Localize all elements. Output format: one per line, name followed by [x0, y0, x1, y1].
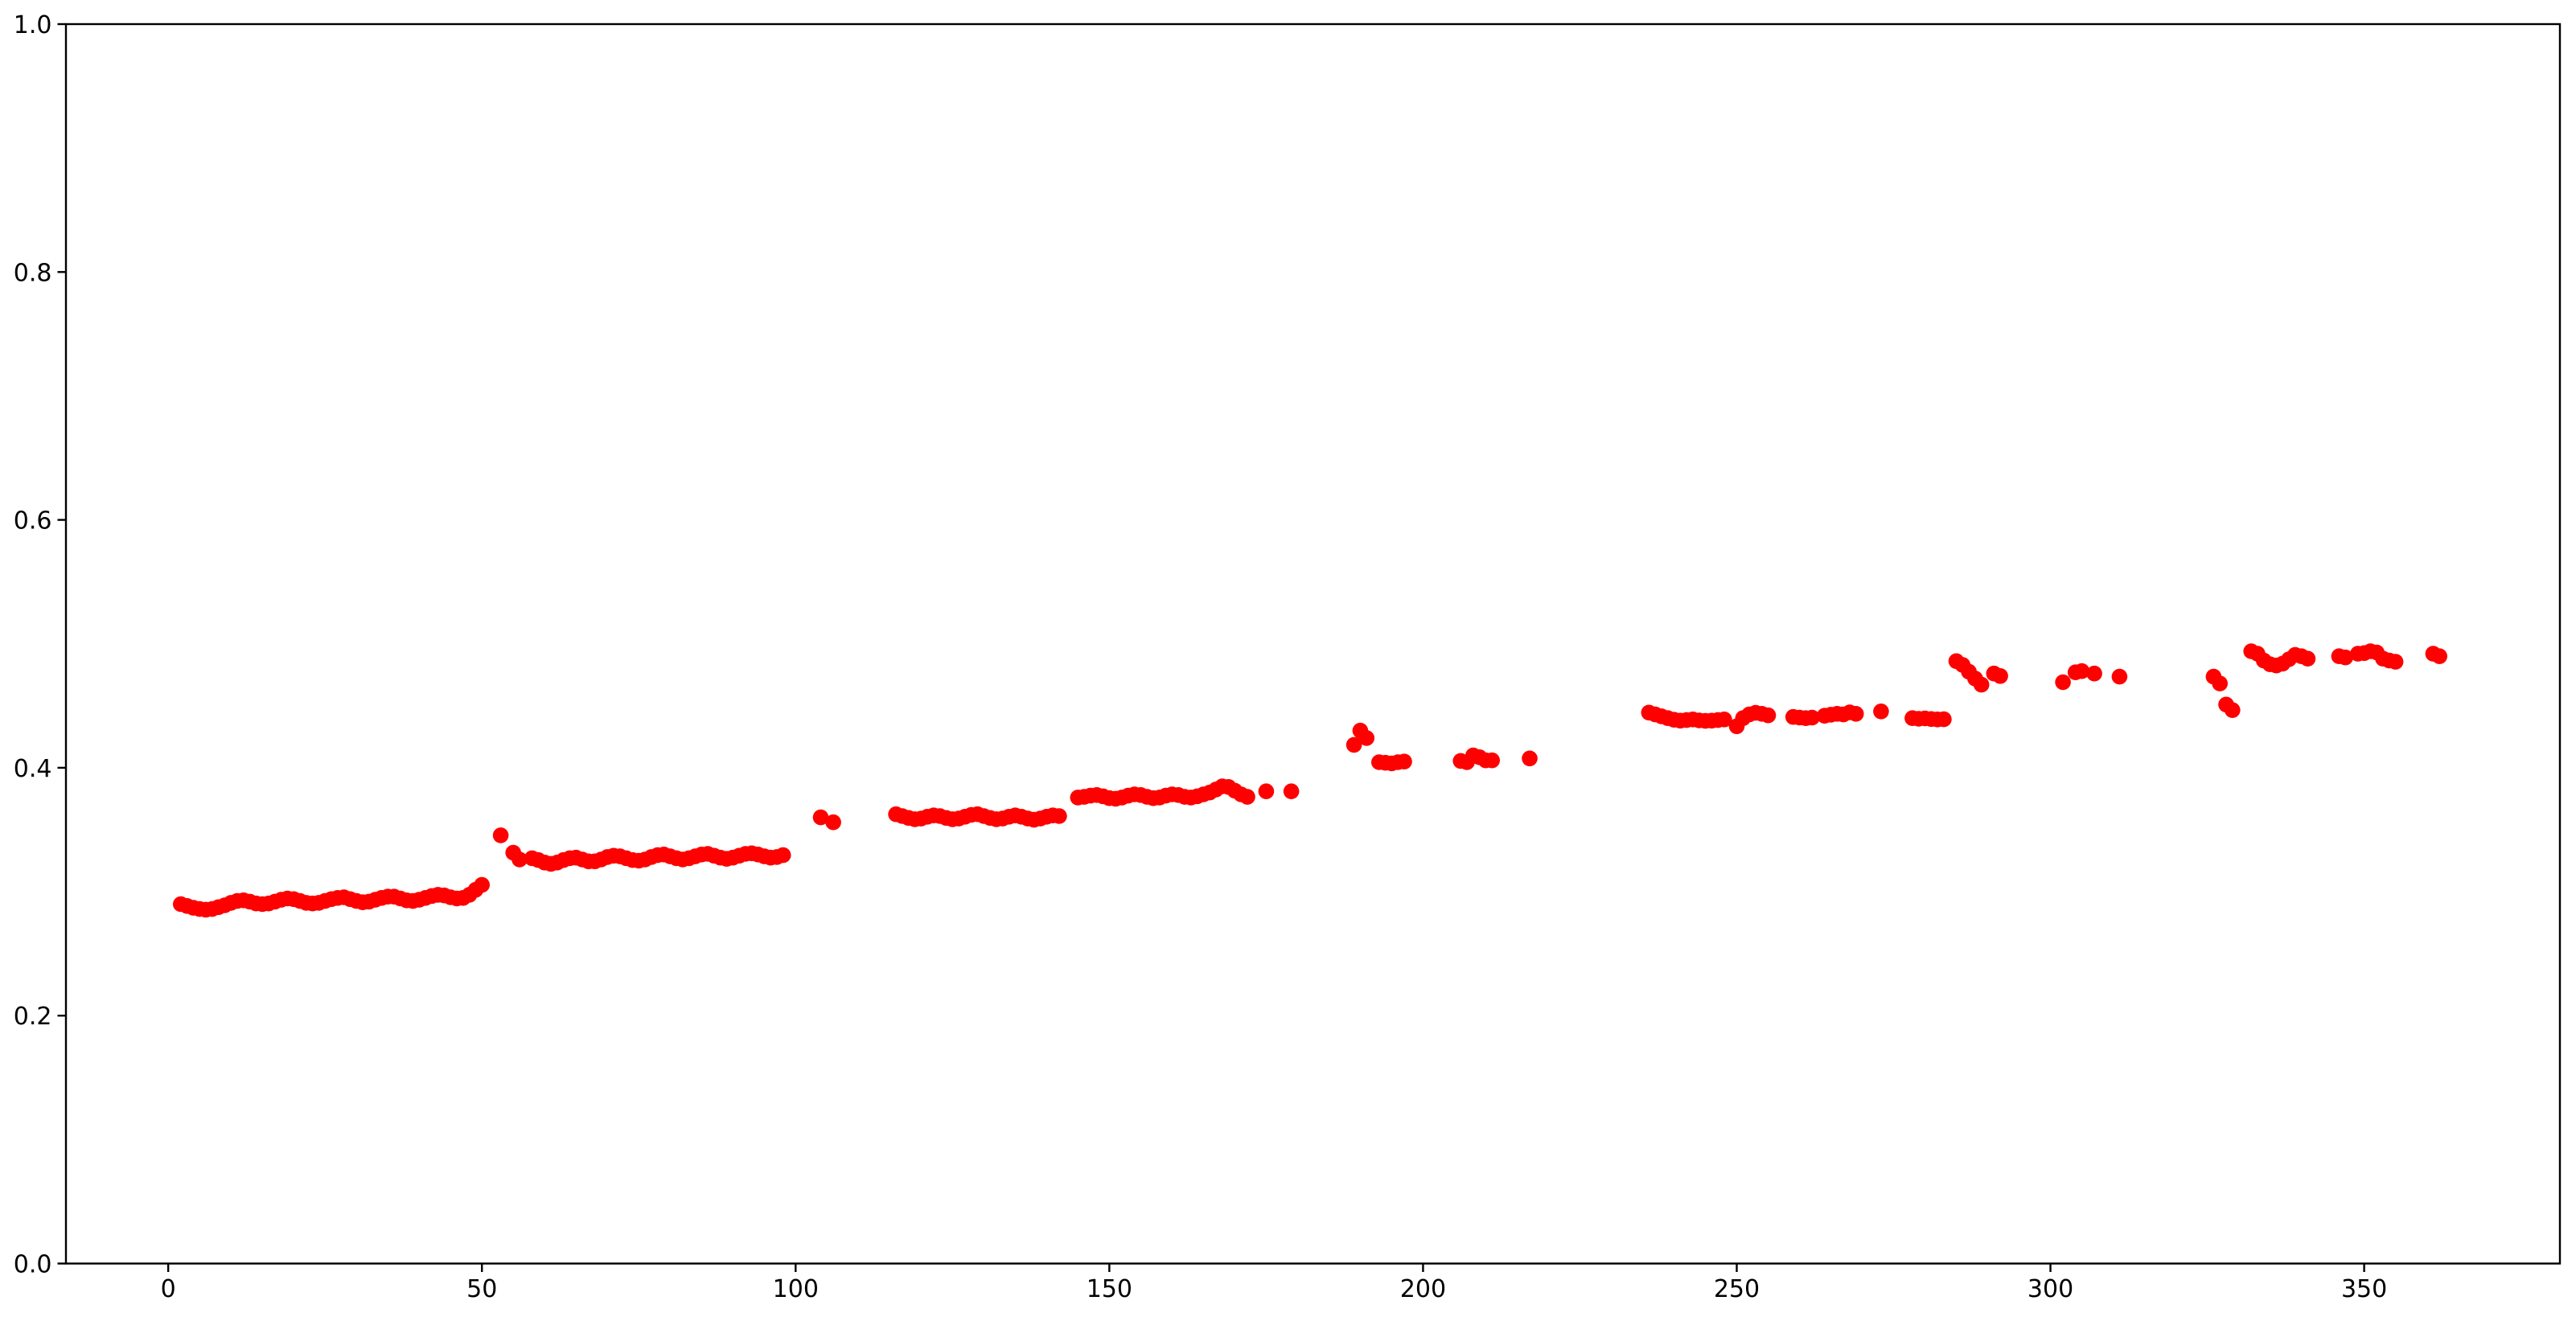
y-tick-label: 0.8 — [14, 259, 52, 287]
data-point — [512, 851, 528, 868]
data-point — [774, 847, 791, 864]
data-point — [1258, 783, 1275, 799]
x-tick-label: 250 — [1714, 1275, 1760, 1303]
data-point — [1522, 750, 1538, 767]
data-point — [1239, 789, 1255, 805]
data-point — [2387, 654, 2404, 670]
y-tick-label: 1.0 — [14, 11, 52, 39]
data-point — [2086, 665, 2102, 682]
x-tick-label: 100 — [773, 1275, 819, 1303]
axes-spines — [64, 23, 2562, 1265]
y-tick-label: 0.2 — [14, 1003, 52, 1031]
data-point — [2111, 668, 2128, 685]
x-tick-label: 0 — [161, 1275, 176, 1303]
data-point — [1873, 704, 1889, 720]
data-point — [2212, 675, 2228, 691]
x-tick-label: 200 — [1400, 1275, 1446, 1303]
data-point — [1051, 808, 1067, 824]
data-point — [1992, 668, 2008, 684]
x-tick-label: 50 — [466, 1275, 497, 1303]
y-tick-label: 0.6 — [14, 507, 52, 535]
plot-area — [66, 24, 2560, 1264]
data-point — [1760, 707, 1777, 724]
data-point — [2073, 663, 2090, 679]
data-point — [474, 876, 490, 893]
data-point — [1358, 730, 1374, 746]
data-point — [1847, 706, 1864, 722]
data-point — [1716, 712, 1732, 728]
data-point — [2299, 650, 2316, 667]
data-point — [812, 809, 829, 826]
data-point — [1396, 753, 1412, 769]
data-point — [2225, 702, 2241, 718]
x-tick-label: 150 — [1087, 1275, 1132, 1303]
x-tick-label: 300 — [2028, 1275, 2073, 1303]
data-point — [1936, 711, 1952, 728]
data-point — [1804, 709, 1820, 726]
data-point — [825, 814, 841, 831]
data-point — [2337, 649, 2353, 666]
x-tick-label: 350 — [2341, 1275, 2387, 1303]
y-tick-label: 0.4 — [14, 755, 52, 783]
data-point — [1283, 783, 1300, 799]
data-point — [1973, 676, 1990, 693]
y-tick-label: 0.0 — [14, 1251, 52, 1279]
data-point — [1346, 736, 1362, 753]
data-point — [492, 827, 509, 843]
data-point — [2055, 674, 2071, 691]
data-point — [2431, 648, 2447, 664]
data-point — [1484, 752, 1500, 769]
